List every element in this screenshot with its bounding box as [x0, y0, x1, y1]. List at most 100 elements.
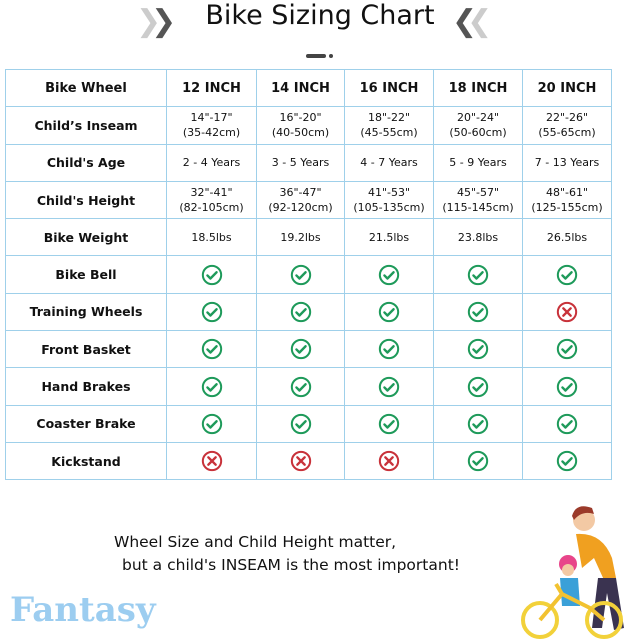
feature-cell	[522, 330, 612, 369]
header-cell: Bike Wheel	[5, 68, 167, 108]
cell-line: 48"-61"	[545, 186, 589, 200]
row-label: Child’s Inseam	[5, 106, 167, 145]
table-cell: 20"-24" (50-60cm)	[433, 106, 523, 145]
table-cell: 26.5lbs	[522, 218, 612, 257]
feature-cell	[344, 330, 434, 369]
row-label: Bike Bell	[5, 255, 167, 294]
row-label: Child's Age	[5, 143, 167, 182]
cross-icon	[201, 450, 222, 472]
feature-cell	[522, 367, 612, 406]
check-icon	[290, 264, 311, 285]
check-icon	[290, 376, 311, 397]
check-icon	[378, 376, 400, 397]
cell-line: (40-50cm)	[271, 126, 330, 140]
check-icon	[378, 413, 400, 434]
check-icon	[556, 376, 578, 397]
cell-line: 3 - 5 Years	[271, 156, 330, 170]
table-row: Hand Brakes	[5, 367, 612, 406]
feature-cell	[433, 330, 523, 369]
feature-cell	[522, 255, 612, 294]
table-cell: 4 - 7 Years	[344, 143, 434, 182]
table-row: Child's Height 32"-41" (82-105cm) 36"-47" (9…	[5, 180, 612, 220]
feature-cell	[344, 367, 434, 406]
table-cell: 36"-47" (92-120cm)	[256, 180, 345, 220]
cell-line: 21.5lbs	[368, 230, 410, 244]
check-icon	[556, 450, 578, 472]
cell-line: 45"-57"	[456, 186, 500, 200]
check-icon	[467, 376, 489, 397]
check-icon	[378, 301, 400, 323]
header-cell: 18 INCH	[433, 68, 523, 108]
cell-line: 2 - 4 Years	[182, 156, 241, 170]
divider	[306, 54, 326, 58]
feature-cell	[166, 367, 257, 406]
feature-cell	[433, 292, 523, 332]
feature-cell	[344, 441, 434, 481]
cell-line: (45-55cm)	[360, 126, 418, 140]
check-icon	[201, 376, 222, 397]
table-cell: 2 - 4 Years	[166, 143, 257, 182]
cell-line: 18"-22"	[367, 111, 411, 125]
table-row: Child’s Inseam 14"-17" (35-42cm) 16"-20" (40…	[5, 106, 612, 145]
feature-cell	[166, 404, 257, 443]
cell-line: 22"-26"	[545, 111, 589, 125]
sizing-table: Bike Wheel 12 INCH 14 INCH 16 INCH 18 INCH 20…	[5, 68, 612, 481]
cell-line: 19.2lbs	[280, 230, 321, 244]
feature-cell	[433, 255, 523, 294]
cell-line: (35-42cm)	[182, 126, 241, 140]
table-cell: 48"-61" (125-155cm)	[522, 180, 612, 220]
row-label: Coaster Brake	[5, 404, 167, 443]
chevron-left-icon: ❮❮	[452, 4, 492, 39]
table-cell: 5 - 9 Years	[433, 143, 523, 182]
cell-line: (92-120cm)	[268, 201, 333, 215]
cell-line: 7 - 13 Years	[534, 156, 600, 170]
table-header-row: Bike Wheel 12 INCH 14 INCH 16 INCH 18 INCH 20…	[5, 68, 612, 108]
check-icon	[201, 413, 222, 434]
feature-cell	[344, 404, 434, 443]
cell-line: 5 - 9 Years	[449, 156, 507, 170]
table-cell: 18.5lbs	[166, 218, 257, 257]
cell-line: (82-105cm)	[179, 201, 244, 215]
table-cell: 21.5lbs	[344, 218, 434, 257]
feature-cell	[344, 292, 434, 332]
feature-cell	[256, 441, 345, 481]
cell-line: 4 - 7 Years	[360, 156, 418, 170]
cross-icon	[290, 450, 311, 472]
cell-line: 41"-53"	[367, 186, 411, 200]
check-icon	[467, 450, 489, 472]
row-label: Child's Height	[5, 180, 167, 220]
check-icon	[467, 413, 489, 434]
feature-cell	[256, 292, 345, 332]
row-label: Bike Weight	[5, 218, 167, 257]
cross-icon	[556, 301, 578, 323]
check-icon	[467, 264, 489, 285]
table-row: Child's Age 2 - 4 Years 3 - 5 Years 4 - 7 Y…	[5, 143, 612, 182]
feature-cell	[522, 404, 612, 443]
note-line-1: Wheel Size and Child Height matter,	[114, 533, 397, 551]
header-cell: 12 INCH	[166, 68, 257, 108]
table-row: Front Basket	[5, 330, 612, 369]
check-icon	[201, 339, 222, 360]
cell-line: (55-65cm)	[538, 126, 596, 140]
divider-dot	[329, 54, 333, 58]
feature-cell	[433, 441, 523, 481]
feature-cell	[433, 367, 523, 406]
header-cell: 20 INCH	[522, 68, 612, 108]
note-line-2: but a child's INSEAM is the most importa…	[122, 556, 460, 574]
cell-line: 32"-41"	[190, 186, 233, 200]
feature-cell	[522, 441, 612, 481]
cell-line: 14"-17"	[190, 111, 233, 125]
feature-cell	[522, 292, 612, 332]
cell-line: 36"-47"	[279, 186, 322, 200]
feature-cell	[344, 255, 434, 294]
check-icon	[290, 301, 311, 323]
row-label: Hand Brakes	[5, 367, 167, 406]
check-icon	[556, 339, 578, 360]
cell-line: 16"-20"	[279, 111, 322, 125]
table-cell: 19.2lbs	[256, 218, 345, 257]
row-label: Training Wheels	[5, 292, 167, 332]
table-cell: 3 - 5 Years	[256, 143, 345, 182]
header-cell: 14 INCH	[256, 68, 345, 108]
brand-logo: Fantasy	[10, 590, 156, 630]
header-cell: 16 INCH	[344, 68, 434, 108]
